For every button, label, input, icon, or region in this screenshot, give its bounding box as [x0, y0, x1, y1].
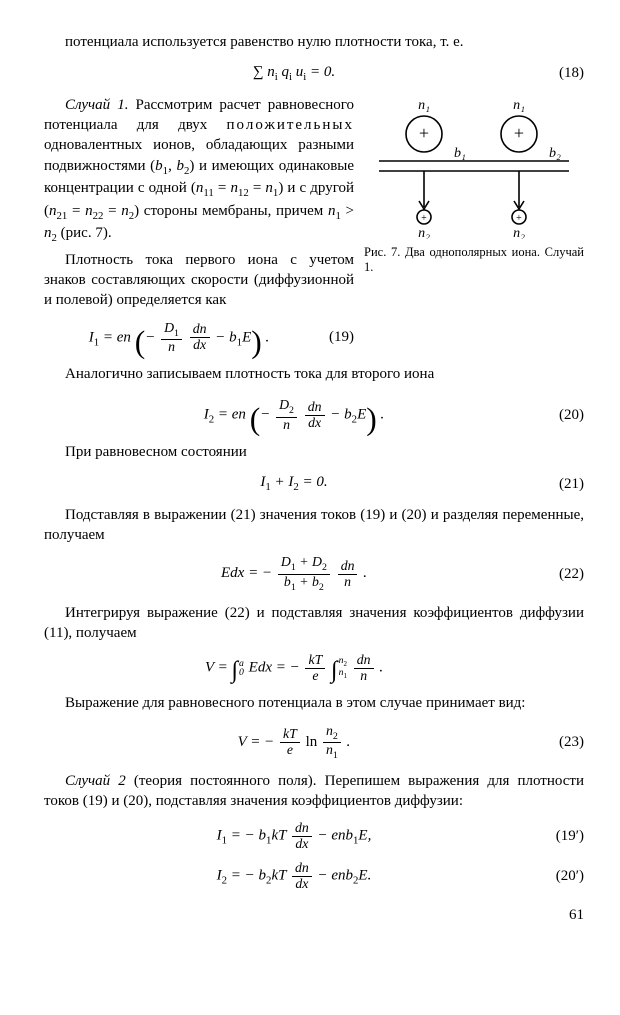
svg-text:+: +	[514, 123, 524, 143]
equation-19prime: I1 = − b1kT dndx − enb1E, (19′)	[44, 821, 584, 851]
svg-text:+: +	[421, 213, 427, 224]
equation-18: ∑ ni qi ui = 0. (18)	[44, 62, 584, 85]
case2-text: Случай 2 (теория постоянного поля). Пере…	[44, 771, 584, 812]
fig-n1-top2: n₁	[513, 99, 525, 113]
expression-text: Выражение для равновесного потенциала в …	[44, 693, 584, 713]
equation-22: Edx = − D1 + D2b1 + b2 dnn . (22)	[44, 555, 584, 592]
figure-7-caption: Рис. 7. Два однополярных иона. Случай 1.	[364, 245, 584, 276]
equation-23: V = − kTe ln n2n1 . (23)	[44, 724, 584, 761]
fig-n1-top: n₁	[418, 99, 430, 113]
equilibrium-text: При равновесном состоянии	[44, 442, 584, 462]
equation-21: I1 + I2 = 0. (21)	[44, 472, 584, 495]
equation-20: I2 = en (− D2n dndx − b2E) . (20)	[44, 398, 584, 432]
equation-19: I1 = en (− D1n dndx − b1E) . (19)	[44, 321, 354, 355]
equation-V-integral: V = ∫a0 Edx = − kTe ∫n2n1 dnn .	[44, 653, 584, 683]
fig-n2-bot: n₂	[418, 226, 430, 239]
figure-7: n₁ n₁ + + b₁ b₂ + + n₂ n₂ Рис. 7. Два од…	[364, 99, 584, 280]
equation-20prime: I2 = − b2kT dndx − enb2E. (20′)	[44, 861, 584, 891]
fig-b1: b₁	[454, 146, 466, 161]
intro-text: потенциала используется равенство нулю п…	[44, 32, 584, 52]
substitute-text: Подставляя в выражении (21) значения ток…	[44, 505, 584, 546]
fig-b2: b₂	[549, 146, 561, 161]
svg-text:+: +	[419, 123, 429, 143]
page-number: 61	[44, 905, 584, 925]
integrate-text: Интегрируя выражение (22) и подставляя з…	[44, 603, 584, 644]
analog-text: Аналогично записываем плотность тока для…	[44, 364, 584, 384]
svg-text:+: +	[516, 213, 522, 224]
fig-n2-bot2: n₂	[513, 226, 525, 239]
